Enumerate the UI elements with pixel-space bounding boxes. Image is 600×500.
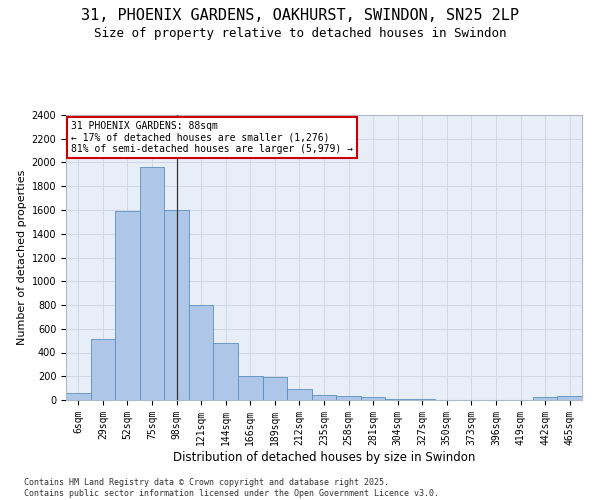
Bar	[312, 394, 336, 400]
Text: Contains HM Land Registry data © Crown copyright and database right 2025.
Contai: Contains HM Land Registry data © Crown c…	[24, 478, 439, 498]
Text: 31 PHOENIX GARDENS: 88sqm
← 17% of detached houses are smaller (1,276)
81% of se: 31 PHOENIX GARDENS: 88sqm ← 17% of detac…	[71, 120, 353, 154]
Bar	[263, 377, 287, 400]
Bar	[214, 343, 238, 400]
Bar	[533, 397, 557, 400]
Bar	[410, 399, 434, 400]
Bar	[164, 210, 189, 400]
Bar	[361, 397, 385, 400]
Bar	[287, 390, 312, 400]
Text: 31, PHOENIX GARDENS, OAKHURST, SWINDON, SN25 2LP: 31, PHOENIX GARDENS, OAKHURST, SWINDON, …	[81, 8, 519, 22]
Y-axis label: Number of detached properties: Number of detached properties	[17, 170, 28, 345]
Bar	[238, 376, 263, 400]
Bar	[385, 398, 410, 400]
Bar	[66, 393, 91, 400]
Bar	[140, 167, 164, 400]
Bar	[557, 396, 582, 400]
Bar	[336, 396, 361, 400]
Text: Size of property relative to detached houses in Swindon: Size of property relative to detached ho…	[94, 28, 506, 40]
Bar	[91, 340, 115, 400]
Bar	[115, 211, 140, 400]
X-axis label: Distribution of detached houses by size in Swindon: Distribution of detached houses by size …	[173, 450, 475, 464]
Bar	[189, 305, 214, 400]
